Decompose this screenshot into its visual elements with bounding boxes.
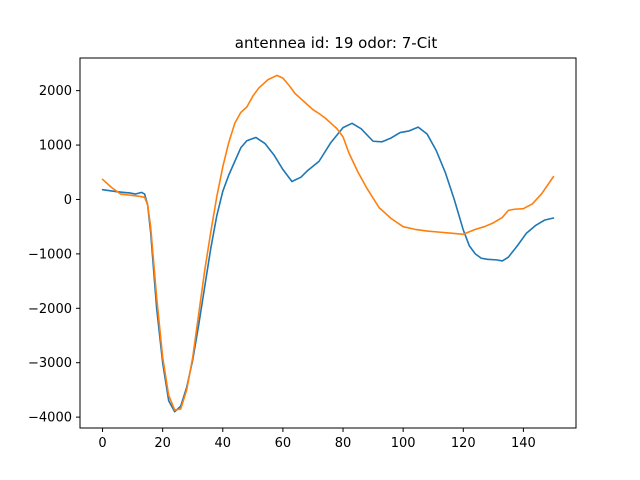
y-tick-label: −1000 [28, 247, 72, 262]
y-tick-label: 0 [64, 193, 72, 208]
chart-title: antennea id: 19 odor: 7-Cit [235, 34, 438, 52]
y-axis-ticks: −4000 −3000 −2000 −1000 0 1000 2000 [28, 84, 80, 426]
x-tick-label: 40 [215, 436, 232, 451]
x-axis-ticks: 0 20 40 60 80 100 120 140 [98, 428, 536, 451]
y-tick-label: −4000 [28, 411, 72, 426]
series-line-2 [101, 74, 555, 411]
series-line-1 [101, 122, 555, 413]
x-tick-label: 120 [451, 436, 476, 451]
x-tick-label: 0 [98, 436, 106, 451]
y-tick-label: −3000 [28, 356, 72, 371]
x-tick-label: 80 [335, 436, 352, 451]
x-tick-label: 60 [275, 436, 292, 451]
x-tick-label: 140 [511, 436, 536, 451]
x-tick-label: 20 [154, 436, 171, 451]
x-tick-label: 100 [391, 436, 416, 451]
series-layer [101, 74, 555, 413]
plot-frame [79, 57, 577, 429]
y-tick-label: −2000 [28, 302, 72, 317]
y-tick-label: 1000 [39, 139, 72, 154]
y-tick-label: 2000 [39, 84, 72, 99]
